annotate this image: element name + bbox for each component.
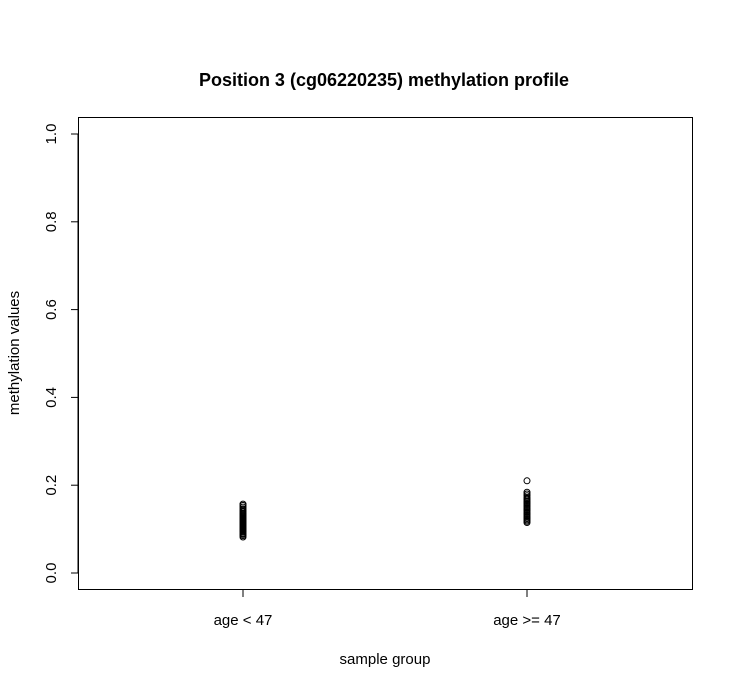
x-axis-label: sample group bbox=[340, 651, 431, 668]
x-tick-label: age >= 47 bbox=[493, 612, 561, 629]
data-point bbox=[523, 488, 531, 496]
y-tick-label: 0.2 bbox=[43, 475, 60, 496]
data-point bbox=[523, 477, 531, 485]
plot-frame bbox=[78, 117, 693, 590]
y-tick-label: 0.8 bbox=[43, 211, 60, 232]
y-axis: 0.0 0.2 0.4 0.6 0.8 1.0 bbox=[43, 124, 79, 584]
y-tick-label: 0.0 bbox=[43, 563, 60, 584]
y-tick-label: 0.6 bbox=[43, 299, 60, 320]
chart-title: Position 3 (cg06220235) methylation prof… bbox=[199, 70, 569, 90]
data-point bbox=[239, 500, 247, 508]
x-tick-label: age < 47 bbox=[214, 612, 273, 629]
y-axis-label: methylation values bbox=[6, 291, 23, 415]
y-tick-label: 0.4 bbox=[43, 387, 60, 408]
data-points bbox=[239, 477, 531, 541]
y-tick-label: 1.0 bbox=[43, 124, 60, 145]
x-axis: age < 47 age >= 47 bbox=[214, 590, 561, 629]
